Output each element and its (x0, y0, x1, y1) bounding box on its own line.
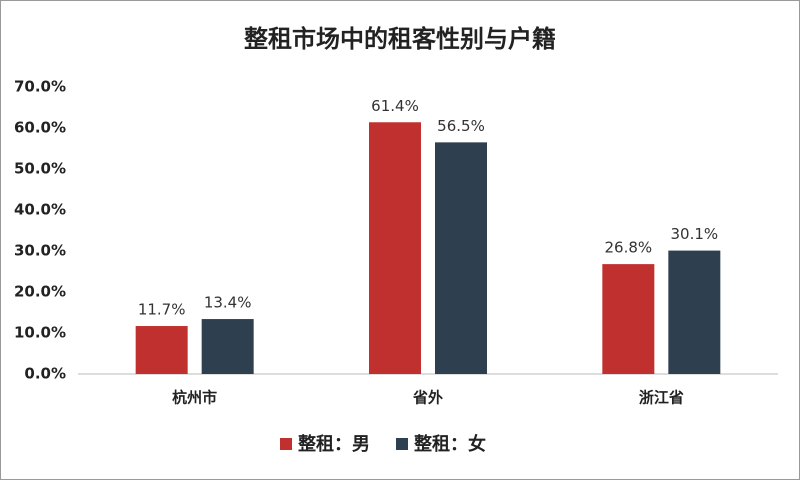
y-tick-label: 30.0% (14, 242, 66, 260)
y-tick-label: 10.0% (14, 324, 66, 342)
bar (135, 326, 188, 374)
legend-label: 整租：女 (413, 433, 486, 455)
value-label: 13.4% (204, 294, 252, 312)
legend-swatch (280, 438, 292, 450)
x-tick-label: 浙江省 (639, 389, 684, 407)
y-tick-label: 70.0% (14, 78, 66, 96)
bar (668, 250, 721, 374)
bar (602, 264, 655, 374)
bar (435, 142, 487, 374)
value-label: 11.7% (138, 301, 186, 319)
y-tick-label: 40.0% (14, 201, 66, 219)
legend-swatch (396, 438, 408, 450)
x-tick-label: 省外 (412, 389, 443, 407)
y-tick-label: 20.0% (14, 283, 66, 301)
chart-title: 整租市场中的租客性别与户籍 (244, 25, 556, 53)
y-tick-label: 50.0% (14, 160, 66, 178)
y-tick-label: 0.0% (24, 365, 66, 383)
bar (369, 122, 421, 374)
bar (201, 319, 254, 374)
legend-label: 整租：男 (297, 433, 370, 455)
value-label: 30.1% (671, 225, 719, 243)
value-label: 61.4% (371, 97, 419, 115)
value-label: 56.5% (437, 117, 485, 135)
x-tick-label: 杭州市 (172, 389, 217, 407)
y-tick-label: 60.0% (14, 119, 66, 137)
value-label: 26.8% (605, 239, 653, 257)
